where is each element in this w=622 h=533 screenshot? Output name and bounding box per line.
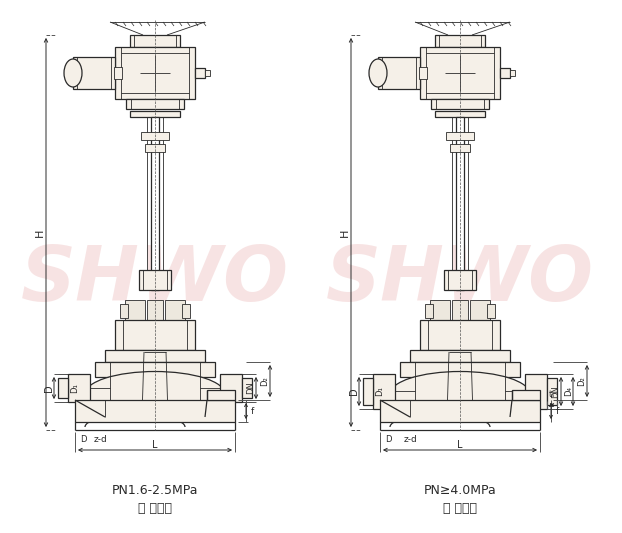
Bar — [147, 300, 163, 322]
Bar — [151, 117, 159, 290]
Bar — [500, 68, 510, 78]
Bar — [195, 68, 205, 78]
Text: z-d: z-d — [93, 435, 107, 445]
Bar — [420, 320, 500, 350]
Bar — [452, 300, 468, 322]
Bar — [512, 390, 540, 400]
Bar — [220, 374, 242, 402]
Text: 疯 接法兰: 疯 接法兰 — [443, 502, 477, 514]
Bar — [165, 300, 185, 322]
Text: PN1.6-2.5MPa: PN1.6-2.5MPa — [112, 483, 198, 497]
Text: PN≥4.0MPa: PN≥4.0MPa — [424, 483, 496, 497]
Bar — [450, 144, 470, 152]
Text: DN: DN — [552, 385, 560, 398]
Bar — [147, 117, 163, 290]
Bar — [487, 304, 495, 318]
Bar — [430, 300, 450, 322]
Bar — [73, 57, 115, 89]
Text: tₐ: tₐ — [549, 390, 555, 399]
Bar — [378, 57, 420, 89]
Ellipse shape — [390, 372, 530, 416]
Text: D₁: D₁ — [70, 383, 79, 393]
Bar — [114, 67, 122, 79]
Text: L: L — [152, 440, 158, 450]
Ellipse shape — [369, 59, 387, 87]
Bar — [120, 304, 128, 318]
Text: D₂: D₂ — [577, 376, 587, 386]
Text: 疯 接法兰: 疯 接法兰 — [138, 502, 172, 514]
Bar — [139, 270, 171, 290]
Bar — [130, 111, 180, 117]
Bar — [470, 300, 490, 322]
Bar — [425, 304, 433, 318]
Text: D₄: D₄ — [565, 386, 573, 397]
Text: D₁: D₁ — [375, 386, 384, 396]
Bar — [75, 400, 235, 422]
Bar — [363, 378, 373, 405]
Text: H: H — [340, 228, 350, 237]
Bar — [130, 35, 180, 47]
Bar — [510, 70, 515, 76]
Ellipse shape — [64, 59, 82, 87]
Bar — [242, 378, 252, 398]
Bar — [452, 117, 468, 290]
Text: f: f — [556, 407, 559, 416]
Text: f: f — [251, 407, 254, 416]
Bar — [205, 70, 210, 76]
Text: SHWO: SHWO — [326, 243, 594, 317]
Text: D: D — [80, 435, 86, 445]
Ellipse shape — [85, 372, 225, 416]
Bar — [95, 362, 215, 377]
Bar — [115, 47, 195, 99]
Bar — [380, 400, 540, 422]
Bar — [547, 378, 557, 405]
Text: DN: DN — [246, 382, 256, 394]
Bar — [419, 67, 427, 79]
Bar — [435, 111, 485, 117]
Bar — [125, 300, 145, 322]
Bar — [126, 99, 184, 109]
Text: D: D — [349, 387, 359, 395]
Bar — [115, 320, 195, 350]
Bar — [182, 304, 190, 318]
Bar — [431, 99, 489, 109]
Bar — [444, 270, 476, 290]
Bar — [400, 362, 520, 377]
Text: H: H — [35, 228, 45, 237]
Text: D: D — [44, 384, 54, 392]
Bar — [105, 350, 205, 362]
Bar — [456, 117, 464, 290]
Bar — [420, 47, 500, 99]
Bar — [68, 374, 90, 402]
Bar — [141, 132, 169, 140]
Text: D₂: D₂ — [261, 376, 269, 386]
Text: L: L — [457, 440, 463, 450]
Bar — [435, 35, 485, 47]
Text: z-d: z-d — [403, 435, 417, 445]
Bar — [446, 132, 474, 140]
Bar — [373, 374, 395, 409]
Bar — [58, 378, 68, 398]
Bar — [207, 390, 235, 400]
Text: D: D — [385, 435, 391, 445]
Bar — [145, 144, 165, 152]
Text: SHWO: SHWO — [21, 243, 289, 317]
Bar — [410, 350, 510, 362]
Bar — [525, 374, 547, 409]
